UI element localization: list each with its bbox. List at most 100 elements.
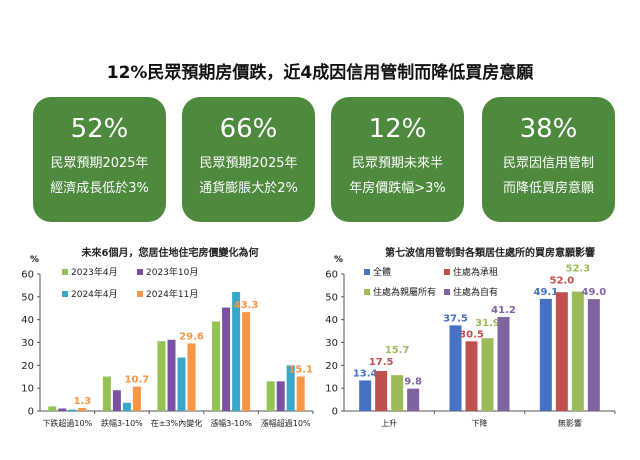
stat-card-inflation: 66% 民眾預期2025年 通貨膨脹大於2%: [182, 97, 315, 222]
y-tick-label: 40: [325, 315, 338, 326]
x-tick-label: 在±3%內變化: [151, 418, 202, 428]
x-tick-label: 漲幅3-10%: [210, 418, 252, 428]
bar: [48, 406, 57, 411]
bar: [122, 402, 131, 411]
bar: [497, 316, 510, 411]
data-label: 10.7: [125, 375, 150, 386]
legend-swatch: [444, 269, 450, 275]
stat-card-credit-control: 38% 民眾因信用管制 而降低買房意願: [482, 97, 615, 222]
house-price-expectation-chart: 未來6個月，您居住地住宅房價變化為何% 0 10 20 30 40 50 60 下跌超過10% 1…: [21, 246, 314, 428]
legend-label: 全體: [373, 266, 391, 278]
bar: [571, 291, 584, 411]
bar: [167, 339, 176, 411]
bar: [296, 376, 305, 411]
x-tick-label: 跌幅3-10%: [101, 418, 143, 428]
stat-value: 66%: [219, 114, 278, 144]
data-label: 9.8: [404, 377, 422, 388]
legend-swatch: [444, 289, 450, 295]
chart-title: 未來6個月，您居住地住宅房價變化為何: [81, 246, 259, 259]
data-label: 49.0: [581, 287, 606, 298]
stat-desc: 而降低買房意願: [502, 181, 594, 196]
bar: [539, 298, 552, 411]
stat-desc: 民眾因信用管制: [502, 156, 594, 171]
y-tick-label: 60: [21, 270, 34, 281]
bar: [407, 388, 420, 411]
y-axis-unit: %: [334, 255, 343, 265]
stat-value: 52%: [70, 114, 129, 144]
bar: [555, 292, 568, 411]
x-tick-label: 上升: [381, 419, 397, 428]
stat-desc: 通貨膨脹大於2%: [199, 181, 298, 196]
bar: [232, 292, 241, 411]
bar: [359, 380, 372, 411]
y-tick-label: 50: [325, 292, 338, 303]
bar: [286, 365, 295, 411]
stat-desc: 民眾預期2025年: [199, 156, 298, 171]
legend-label: 2023年4月: [71, 266, 118, 278]
y-axis-unit: %: [30, 255, 39, 265]
bar: [449, 325, 462, 411]
bar: [177, 357, 186, 411]
data-label: 1.3: [73, 396, 91, 407]
y-tick-label: 50: [21, 292, 34, 303]
bar: [222, 307, 231, 411]
x-tick-label: 下跌超過10%: [42, 418, 92, 428]
credit-control-impact-chart: 第七波信用管制對各類居住處所的買房意願影響% 0 10 20 30 40 50 60 上升 13.…: [325, 246, 616, 428]
stat-value: 12%: [368, 114, 427, 144]
legend-label: 2024年11月: [146, 288, 198, 300]
y-tick-label: 20: [21, 361, 34, 372]
data-label: 52.0: [549, 275, 574, 286]
data-label: 13.4: [353, 368, 378, 379]
bar: [375, 371, 388, 411]
chart-title: 第七波信用管制對各類居住處所的買房意願影響: [385, 246, 595, 259]
legend-swatch: [137, 269, 143, 275]
y-tick-label: 10: [325, 384, 338, 395]
stat-desc: 民眾預期未來半: [351, 156, 443, 171]
bar: [391, 375, 404, 411]
legend-label: 住處為親屬所有: [373, 286, 436, 298]
stat-card-house-price: 12% 民眾預期未來半 年房價跌幅>3%: [331, 97, 464, 222]
y-tick-label: 30: [21, 338, 34, 349]
data-label: 52.3: [565, 264, 590, 275]
bar: [78, 408, 87, 411]
legend-label: 住處為承租: [453, 266, 498, 278]
data-label: 15.7: [385, 345, 410, 356]
stat-value: 38%: [519, 114, 578, 144]
legend-swatch: [364, 269, 370, 275]
y-tick-label: 10: [21, 384, 34, 395]
data-label: 15.1: [288, 365, 313, 376]
stat-card-gdp: 52% 民眾預期2025年 經濟成長低於3%: [33, 97, 166, 222]
data-label: 31.9: [475, 318, 500, 329]
bar: [212, 321, 221, 411]
bar: [132, 386, 141, 411]
page-title: 12%民眾預期房價跌，近4成因信用管制而降低買房意願: [106, 63, 534, 83]
legend-swatch: [364, 289, 370, 295]
legend-swatch: [62, 269, 68, 275]
stat-desc: 年房價跌幅>3%: [349, 181, 446, 196]
data-label: 17.5: [369, 357, 394, 368]
legend-label: 住處為自有: [453, 286, 498, 298]
y-tick-label: 0: [28, 407, 34, 418]
legend-label: 2024年4月: [71, 288, 118, 300]
bar: [465, 341, 478, 411]
bar: [276, 381, 285, 411]
data-label: 49.1: [533, 287, 558, 298]
data-label: 30.5: [459, 329, 484, 340]
stat-desc: 經濟成長低於3%: [50, 181, 149, 196]
y-tick-label: 30: [325, 338, 338, 349]
y-tick-label: 40: [21, 315, 34, 326]
y-tick-label: 0: [332, 407, 338, 418]
data-label: 29.6: [179, 331, 204, 342]
bar: [157, 341, 166, 411]
data-label: 41.2: [491, 305, 516, 316]
bar: [68, 409, 77, 411]
x-tick-label: 無影響: [558, 418, 582, 428]
bar: [587, 299, 600, 411]
x-tick-label: 下降: [472, 418, 488, 428]
data-label: 37.5: [443, 313, 468, 324]
bar: [58, 408, 67, 411]
stat-desc: 民眾預期2025年: [50, 156, 149, 171]
y-tick-label: 60: [325, 270, 338, 281]
legend-swatch: [137, 291, 143, 297]
bar: [481, 338, 494, 411]
